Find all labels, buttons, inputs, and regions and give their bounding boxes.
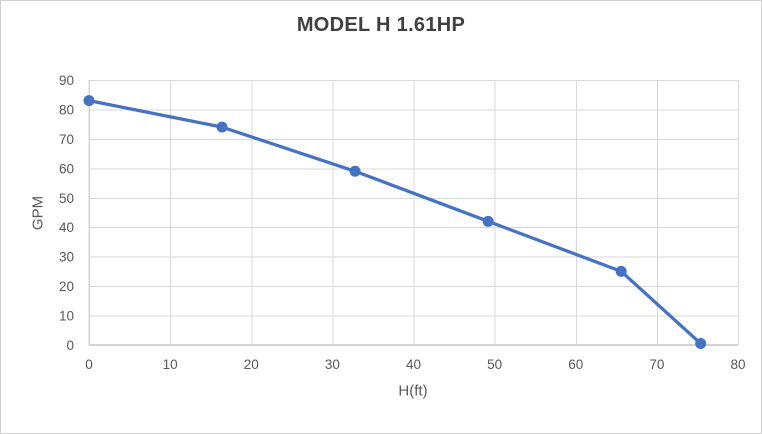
data-point-marker [695, 338, 707, 350]
x-tick-label: 80 [730, 357, 745, 372]
y-tick-label: 70 [59, 132, 74, 147]
data-point-marker [216, 121, 228, 133]
x-tick-label: 40 [406, 357, 421, 372]
x-tick-label: 20 [244, 357, 259, 372]
x-axis-title: H(ft) [398, 382, 428, 400]
series-line [87, 98, 703, 346]
x-tick-label: 50 [487, 357, 502, 372]
x-tick-label: 60 [568, 357, 583, 372]
x-tick-label: 30 [325, 357, 340, 372]
y-tick-label: 50 [59, 191, 74, 206]
data-point-marker [615, 265, 627, 277]
chart-title: MODEL H 1.61HP [296, 14, 466, 36]
y-tick-label: 10 [59, 309, 74, 324]
y-tick-label: 30 [59, 250, 74, 265]
y-tick-label: 60 [59, 161, 74, 176]
data-point-marker [482, 215, 494, 227]
x-tick-label: 10 [163, 357, 178, 372]
y-tick-label: 40 [59, 220, 74, 235]
y-tick-label: 20 [59, 279, 74, 294]
y-tick-label: 80 [59, 102, 74, 117]
y-tick-label: 0 [66, 338, 74, 353]
data-point-marker [349, 165, 361, 177]
y-tick-label: 90 [59, 73, 74, 88]
x-tick-label: 70 [649, 357, 664, 372]
data-point-marker [83, 95, 95, 107]
x-tick-label: 0 [85, 357, 93, 372]
